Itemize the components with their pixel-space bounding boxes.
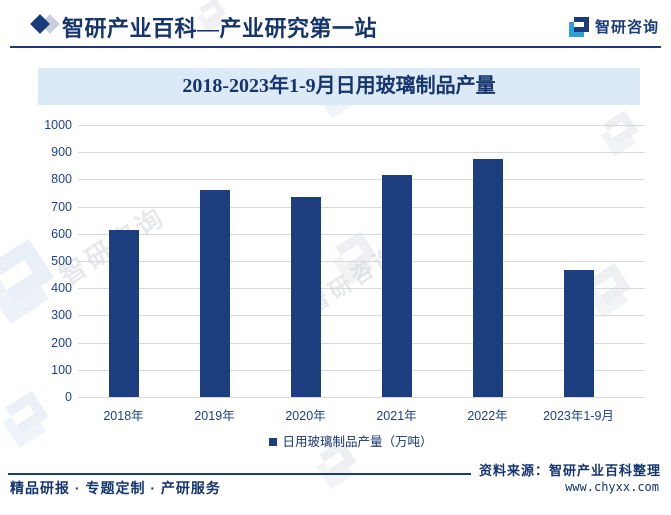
y-tick-label: 200 bbox=[51, 335, 72, 350]
gridline bbox=[78, 206, 645, 208]
brand-diamond-icon bbox=[30, 14, 66, 34]
bars bbox=[78, 125, 624, 397]
bar-slot bbox=[533, 125, 624, 397]
y-tick-label: 900 bbox=[51, 145, 72, 160]
y-axis: 1000 900 800 700 600 500 400 300 200 100 0 bbox=[40, 118, 72, 404]
gridline bbox=[78, 342, 645, 344]
gridline bbox=[78, 125, 645, 126]
bar-2022年 bbox=[472, 159, 503, 397]
chart-title: 2018-2023年1-9月日用玻璃制品产量 bbox=[38, 68, 640, 105]
brand-logo: 智研咨询 bbox=[569, 16, 659, 37]
gridline bbox=[78, 152, 645, 154]
y-tick-label: 1000 bbox=[44, 118, 72, 132]
bar-slot bbox=[78, 125, 169, 397]
x-tick-label: 2023年1-9月 bbox=[543, 409, 614, 423]
legend-label: 日用玻璃制品产量（万吨） bbox=[282, 435, 433, 449]
x-tick-label: 2020年 bbox=[285, 409, 326, 423]
bar-2020年 bbox=[290, 197, 321, 397]
bar-2021年 bbox=[381, 174, 412, 397]
bar-2023年1-9月 bbox=[563, 269, 594, 397]
gridline bbox=[78, 179, 645, 181]
x-axis: 2018年 2019年 2020年 2021年 2022年 2023年1-9月 bbox=[78, 405, 624, 424]
pixel-logo-icon bbox=[569, 17, 589, 37]
y-tick-label: 500 bbox=[51, 254, 72, 268]
bar-2018年 bbox=[108, 229, 139, 397]
y-tick-label: 700 bbox=[51, 199, 72, 214]
site-url: www.chyxx.com bbox=[565, 480, 659, 494]
x-tick-label: 2022年 bbox=[467, 409, 508, 423]
y-tick-label: 0 bbox=[65, 390, 72, 404]
gridline bbox=[78, 397, 645, 398]
gridline bbox=[78, 369, 645, 371]
x-tick-label: 2019年 bbox=[194, 409, 235, 423]
y-tick-label: 100 bbox=[51, 362, 72, 377]
y-tick-label: 800 bbox=[51, 172, 72, 187]
gridline bbox=[78, 288, 645, 290]
bar-slot bbox=[442, 125, 533, 397]
legend-marker-icon bbox=[269, 438, 278, 446]
gridlines bbox=[78, 125, 645, 398]
gridline bbox=[78, 233, 645, 235]
gridline bbox=[78, 261, 645, 262]
y-tick-label: 600 bbox=[51, 226, 72, 241]
footer-services: 精品研报 · 专题定制 · 产研服务 bbox=[10, 480, 221, 496]
watermark-logo bbox=[0, 390, 57, 452]
x-tick-label: 2018年 bbox=[103, 409, 144, 423]
y-tick-label: 300 bbox=[51, 308, 72, 323]
legend: 日用玻璃制品产量（万吨） bbox=[78, 431, 624, 450]
data-source: 资料来源：智研产业百科整理 bbox=[478, 463, 661, 478]
bar-slot bbox=[260, 125, 351, 397]
brand-name: 智研咨询 bbox=[594, 19, 659, 36]
bar-2019年 bbox=[199, 190, 230, 397]
gridline bbox=[78, 315, 645, 317]
header: 智研产业百科—产业研究第一站 智研咨询 bbox=[10, 0, 661, 48]
bar-slot bbox=[169, 125, 260, 397]
x-tick-label: 2021年 bbox=[376, 409, 417, 423]
site-title: 智研产业百科—产业研究第一站 bbox=[62, 16, 378, 41]
y-tick-label: 400 bbox=[51, 281, 72, 296]
bar-slot bbox=[351, 125, 442, 397]
footer-divider bbox=[8, 473, 471, 475]
bar-chart: 1000 900 800 700 600 500 400 300 200 100 0 2018年 20… bbox=[40, 118, 645, 423]
